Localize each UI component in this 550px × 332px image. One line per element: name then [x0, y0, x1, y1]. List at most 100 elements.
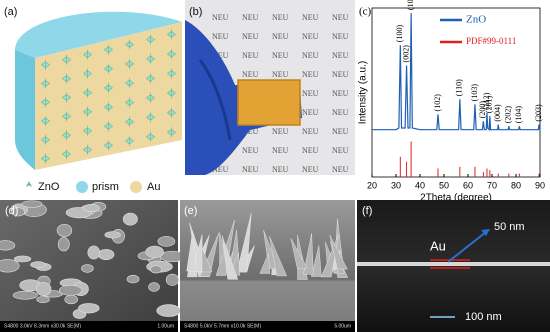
zno-rod — [146, 131, 155, 142]
prism-top — [15, 11, 182, 58]
panel-c: (c) 20 30 40 50 60 70 80 90 2Theta (degree) Intens… — [358, 0, 545, 204]
peak-label: (102) — [433, 94, 442, 112]
crystal — [87, 245, 101, 260]
paper-word: NEU — [302, 108, 319, 117]
paper-word: NEU — [302, 32, 319, 41]
paper-word: NEU — [332, 108, 349, 117]
panel-label: (d) — [5, 205, 18, 217]
zno-rod — [62, 149, 71, 160]
zno-rod — [104, 102, 113, 113]
spike — [303, 233, 314, 275]
crystal — [57, 237, 70, 252]
zno-icon — [26, 181, 32, 187]
zno-rod — [125, 58, 134, 69]
scale-label: 1.00um — [157, 323, 174, 329]
zno-rod — [125, 78, 134, 89]
paper-word: NEU — [302, 165, 319, 174]
zno-rod — [124, 97, 135, 108]
paper-word: NEU — [272, 70, 289, 79]
panel-b: NEU NEU NEU NEU NEU NEU NEU NEU NEU NEU NEU NEU NEU N… — [185, 0, 355, 175]
zno-rod — [167, 48, 176, 59]
crystal — [56, 224, 73, 237]
arrow — [447, 231, 487, 263]
x-axis-label: 2Theta (degree) — [420, 193, 492, 204]
zno-rod — [146, 34, 155, 45]
crystal — [36, 296, 50, 303]
paper-word: NEU — [302, 146, 319, 155]
paper-word: NEU — [332, 127, 349, 136]
layer-label: Au — [430, 238, 446, 253]
scale-label: 5.00um — [334, 323, 351, 329]
paper-word: NEU — [272, 13, 289, 22]
peak-label: (004) — [493, 104, 502, 122]
zno-rod — [104, 82, 113, 93]
crystal — [30, 261, 46, 269]
zno-rod — [62, 130, 71, 141]
paper-word: NEU — [242, 51, 259, 60]
x-tick-label: 50 — [439, 180, 449, 190]
peak-label: (104) — [514, 106, 523, 124]
x-tick-label: 70 — [487, 180, 497, 190]
peak-label: (002) — [401, 45, 410, 63]
paper-word: NEU — [242, 13, 259, 22]
crystal — [122, 212, 138, 226]
zno-rod — [62, 54, 71, 65]
peak-label: (203) — [534, 104, 543, 122]
au-icon — [130, 181, 142, 193]
crystal — [145, 245, 164, 258]
zno-rod — [83, 49, 92, 60]
x-tick-label: 80 — [511, 180, 521, 190]
x-tick-label: 30 — [391, 180, 401, 190]
paper-word: NEU — [212, 13, 229, 22]
panel-d: S4800 3.0kV 8.3mm x30.0k SE(M) 1.00um (d… — [0, 200, 185, 332]
x-tick-label: 90 — [535, 180, 545, 190]
crystal — [64, 294, 78, 305]
crystal — [11, 207, 25, 217]
paper-word: NEU — [272, 146, 289, 155]
sem-caption: S4800 3.0kV 8.3mm x30.0k SE(M) — [4, 323, 81, 329]
legend-label: PDF#99-0111 — [466, 36, 516, 46]
zno-rod — [41, 78, 50, 89]
zno-rod — [62, 73, 71, 84]
au-face — [35, 22, 182, 170]
spike — [311, 245, 322, 277]
paper-word: NEU — [272, 165, 289, 174]
zno-rod — [83, 87, 92, 98]
spike — [236, 213, 252, 273]
paper-word: NEU — [332, 51, 349, 60]
y-axis-label: Intensity (a.u.) — [358, 61, 369, 124]
zno-rod — [41, 134, 50, 145]
legend-label: Au — [147, 181, 160, 193]
crystal — [150, 265, 162, 274]
paper-word: NEU — [242, 32, 259, 41]
crystal — [58, 285, 83, 296]
paper-word: NEU — [302, 70, 319, 79]
crystal — [81, 264, 94, 273]
legend-a: ZnO prism Au — [26, 181, 160, 193]
zno-rod — [167, 88, 176, 99]
data-line — [372, 13, 541, 132]
sample-edge — [237, 79, 301, 126]
zno-rod — [167, 127, 176, 138]
panel-e: S4800 5.0kV 5.7mm x10.0k SE(M) 5.00um (e… — [180, 200, 355, 332]
crystal — [104, 231, 121, 239]
paper-word: NEU — [242, 146, 259, 155]
x-tick-label: 40 — [415, 180, 425, 190]
spike — [259, 253, 271, 274]
peak-label: (110) — [455, 79, 464, 96]
paper-word: NEU — [212, 51, 229, 60]
prism-side — [15, 50, 35, 170]
scale-label: 100 nm — [465, 311, 502, 323]
spikes — [186, 213, 349, 280]
zno-rod — [167, 29, 176, 40]
zno-rod — [146, 112, 155, 123]
paper-word: NEU — [332, 32, 349, 41]
peak-label: (201) — [485, 95, 494, 113]
paper-word: NEU — [212, 32, 229, 41]
zno-rod — [167, 68, 176, 79]
crystal — [83, 204, 100, 213]
paper-word: NEU — [212, 165, 229, 174]
crystal — [97, 249, 115, 261]
crystal — [0, 259, 20, 273]
crystal — [12, 290, 38, 300]
